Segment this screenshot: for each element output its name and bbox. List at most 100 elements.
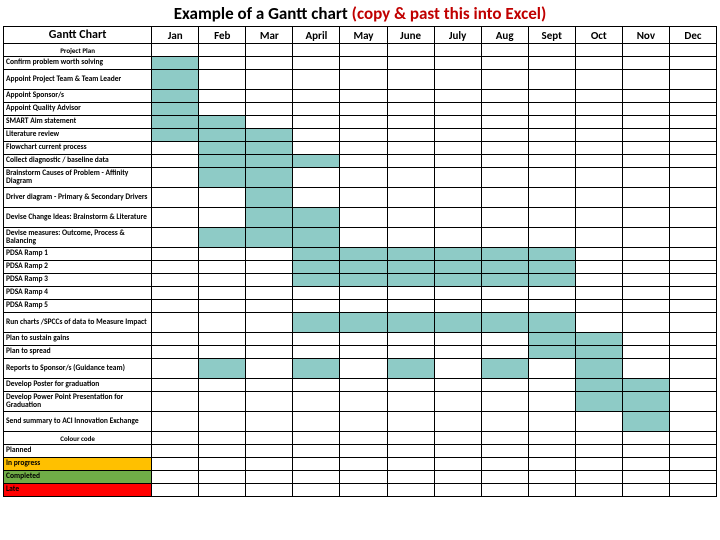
gantt-cell	[622, 57, 669, 70]
gantt-cell	[528, 116, 575, 129]
gantt-cell	[481, 379, 528, 392]
gantt-cell	[622, 261, 669, 274]
gantt-cell	[669, 471, 716, 484]
gantt-cell	[575, 116, 622, 129]
gantt-cell	[340, 432, 387, 445]
gantt-cell	[340, 261, 387, 274]
gantt-cell	[669, 346, 716, 359]
gantt-cell	[246, 445, 293, 458]
gantt-cell	[575, 208, 622, 228]
table-row: Literature review	[4, 129, 717, 142]
gantt-cell	[340, 57, 387, 70]
table-row: Develop Power Point Presentation for Gra…	[4, 392, 717, 412]
gantt-cell	[669, 57, 716, 70]
section-label: Project Plan	[4, 44, 152, 57]
gantt-cell	[434, 445, 481, 458]
gantt-cell	[528, 228, 575, 248]
gantt-cell	[434, 432, 481, 445]
header-row: Gantt Chart JanFebMarAprilMayJuneJulyAug…	[4, 27, 717, 44]
gantt-cell	[246, 379, 293, 392]
gantt-cell	[622, 248, 669, 261]
gantt-cell	[152, 432, 199, 445]
gantt-cell	[199, 208, 246, 228]
gantt-cell	[387, 392, 434, 412]
gantt-cell	[434, 287, 481, 300]
gantt-cell	[152, 471, 199, 484]
month-header: April	[293, 27, 340, 44]
gantt-cell	[434, 70, 481, 90]
task-label: Plan to spread	[4, 346, 152, 359]
month-header: Mar	[246, 27, 293, 44]
gantt-cell	[387, 300, 434, 313]
gantt-cell	[575, 155, 622, 168]
gantt-cell	[434, 392, 481, 412]
gantt-cell	[340, 155, 387, 168]
gantt-cell	[199, 300, 246, 313]
gantt-cell	[199, 261, 246, 274]
gantt-cell	[528, 484, 575, 497]
gantt-cell	[152, 57, 199, 70]
gantt-cell	[434, 142, 481, 155]
gantt-cell	[669, 300, 716, 313]
gantt-cell	[481, 57, 528, 70]
gantt-cell	[481, 274, 528, 287]
gantt-cell	[152, 346, 199, 359]
gantt-cell	[575, 142, 622, 155]
gantt-cell	[669, 432, 716, 445]
gantt-cell	[481, 168, 528, 188]
gantt-cell	[528, 70, 575, 90]
gantt-cell	[575, 359, 622, 379]
gantt-cell	[293, 458, 340, 471]
gantt-cell	[528, 155, 575, 168]
gantt-cell	[481, 70, 528, 90]
gantt-cell	[246, 432, 293, 445]
table-row: PDSA Ramp 5	[4, 300, 717, 313]
gantt-cell	[246, 333, 293, 346]
legend-title: Colour code	[4, 432, 152, 445]
gantt-cell	[669, 458, 716, 471]
month-header: Nov	[622, 27, 669, 44]
gantt-cell	[199, 412, 246, 432]
gantt-cell	[387, 116, 434, 129]
table-row: Appoint Project Team & Team Leader	[4, 70, 717, 90]
gantt-cell	[481, 261, 528, 274]
gantt-cell	[575, 103, 622, 116]
gantt-cell	[293, 392, 340, 412]
task-label: Flowchart current process	[4, 142, 152, 155]
gantt-cell	[669, 412, 716, 432]
gantt-cell	[669, 44, 716, 57]
gantt-cell	[152, 379, 199, 392]
gantt-cell	[434, 313, 481, 333]
gantt-cell	[481, 346, 528, 359]
gantt-cell	[669, 168, 716, 188]
gantt-cell	[387, 379, 434, 392]
gantt-cell	[387, 458, 434, 471]
gantt-cell	[622, 70, 669, 90]
gantt-cell	[481, 445, 528, 458]
gantt-cell	[152, 359, 199, 379]
gantt-cell	[340, 313, 387, 333]
gantt-cell	[199, 346, 246, 359]
gantt-cell	[434, 44, 481, 57]
gantt-cell	[575, 57, 622, 70]
gantt-cell	[669, 379, 716, 392]
gantt-cell	[622, 392, 669, 412]
gantt-cell	[622, 168, 669, 188]
gantt-cell	[246, 471, 293, 484]
gantt-cell	[434, 346, 481, 359]
gantt-cell	[575, 228, 622, 248]
gantt-cell	[199, 287, 246, 300]
gantt-cell	[481, 208, 528, 228]
gantt-cell	[293, 208, 340, 228]
month-header: June	[387, 27, 434, 44]
gantt-cell	[152, 208, 199, 228]
gantt-cell	[387, 188, 434, 208]
table-row: Appoint Sponsor/s	[4, 90, 717, 103]
table-row: Run charts /SPCCs of data to Measure Imp…	[4, 313, 717, 333]
gantt-cell	[434, 228, 481, 248]
gantt-cell	[481, 471, 528, 484]
gantt-cell	[199, 116, 246, 129]
gantt-cell	[246, 313, 293, 333]
gantt-cell	[293, 57, 340, 70]
gantt-cell	[387, 70, 434, 90]
